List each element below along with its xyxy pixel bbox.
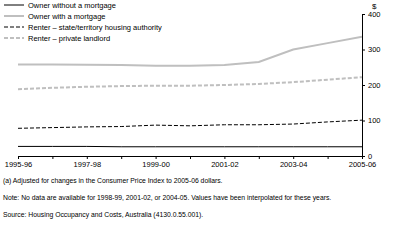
- y-tick-label: 400: [368, 10, 381, 19]
- x-tick-mark: [190, 156, 191, 159]
- y-tick: 400: [362, 10, 381, 19]
- x-tick-label: 2001-02: [211, 160, 239, 169]
- x-tick: 2001-02: [211, 156, 239, 169]
- x-axis: 1995-96 1997-98 1999-00 2001-02 2003-04 2005-…: [5, 156, 377, 169]
- x-tick: 2003-04: [280, 156, 308, 169]
- series-line: [18, 120, 362, 128]
- legend-label: Renter – state/territory housing authori…: [28, 23, 162, 32]
- x-tick-mark: [52, 156, 53, 159]
- footnote: Note: No data are available for 1998-99,…: [3, 194, 331, 202]
- y-tick-label: 100: [368, 116, 381, 125]
- x-tick-mark: [18, 156, 19, 159]
- y-tick-mark: [362, 85, 365, 86]
- legend-label: Owner with a mortgage: [28, 12, 106, 21]
- y-tick-mark: [362, 121, 365, 122]
- y-axis-unit: $: [372, 2, 377, 11]
- y-axis-line: [363, 15, 366, 157]
- x-tick-mark: [328, 156, 329, 159]
- x-tick: [259, 156, 260, 159]
- chart: 1995-96 1997-98 1999-00 2001-02 2003-04 2005-…: [0, 0, 397, 246]
- y-tick-mark: [362, 156, 365, 157]
- x-tick-mark: [121, 156, 122, 159]
- x-tick: 1997-98: [74, 156, 102, 169]
- y-tick: 300: [362, 45, 381, 54]
- y-tick-label: 200: [368, 81, 381, 90]
- series-line: [18, 77, 362, 89]
- y-tick-label: 0: [368, 152, 372, 161]
- legend-swatch: [4, 15, 24, 17]
- y-tick: 0: [362, 152, 372, 161]
- x-tick: [190, 156, 191, 159]
- legend-label: Renter – private landlord: [28, 34, 110, 43]
- x-tick-mark: [293, 156, 294, 159]
- x-tick: 1999-00: [142, 156, 170, 169]
- x-tick-mark: [259, 156, 260, 159]
- x-tick-label: 2003-04: [280, 160, 308, 169]
- y-tick: 200: [362, 81, 381, 90]
- y-axis: 0 100 200 300 400: [362, 10, 381, 161]
- x-tick-label: 1995-96: [5, 160, 33, 169]
- legend-swatch: [4, 37, 24, 39]
- y-tick-label: 300: [368, 45, 381, 54]
- y-tick-mark: [362, 50, 365, 51]
- x-tick-mark: [156, 156, 157, 159]
- x-tick-label: 1999-00: [142, 160, 170, 169]
- footnote: Source: Housing Occupancy and Costs, Aus…: [3, 211, 203, 219]
- y-tick-mark: [362, 14, 365, 15]
- x-tick: [52, 156, 53, 159]
- series-line: [18, 146, 362, 147]
- x-tick: [121, 156, 122, 159]
- x-tick: 1995-96: [5, 156, 33, 169]
- x-tick-label: 2005-06: [349, 160, 377, 169]
- plot-lines: [18, 37, 362, 147]
- y-tick: 100: [362, 116, 381, 125]
- x-tick-mark: [224, 156, 225, 159]
- x-tick-mark: [87, 156, 88, 159]
- footnote: (a) Adjusted for changes in the Consumer…: [3, 177, 223, 185]
- x-tick: [328, 156, 329, 159]
- legend-swatch: [4, 5, 24, 6]
- legend-label: Owner without a mortgage: [28, 1, 116, 10]
- legend: Owner without a mortgage Owner with a mor…: [4, 1, 162, 43]
- legend-swatch: [4, 27, 24, 28]
- x-tick-label: 1997-98: [74, 160, 102, 169]
- x-axis-line: [19, 157, 363, 160]
